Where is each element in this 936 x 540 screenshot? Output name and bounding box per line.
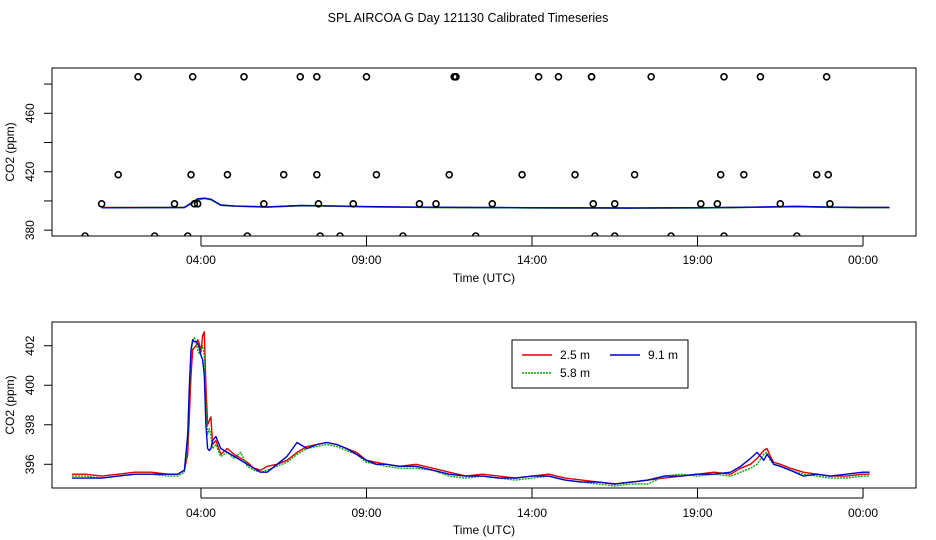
y-tick-label: 420 <box>23 161 37 181</box>
scatter-point <box>697 200 705 208</box>
scatter-point <box>150 232 159 236</box>
scatter-point <box>260 200 268 208</box>
scatter-point <box>518 170 526 179</box>
scatter-point <box>488 200 497 208</box>
scatter-point <box>554 72 563 81</box>
scatter-point <box>316 232 324 236</box>
y-axis-label: CO2 (ppm) <box>3 122 17 181</box>
scatter-point <box>314 200 323 208</box>
y-tick-label: 460 <box>23 103 37 123</box>
scatter-point <box>336 232 344 236</box>
figure-title: SPL AIRCOA G Day 121130 Calibrated Times… <box>328 11 609 25</box>
scatter-point <box>716 170 725 179</box>
plot-area <box>71 331 870 487</box>
scatter-point <box>667 232 675 236</box>
legend-label: 5.8 m <box>560 366 590 380</box>
scatter-point <box>587 72 596 81</box>
scatter-point <box>97 200 106 208</box>
scatter-point <box>824 170 833 179</box>
scatter-point <box>362 72 371 81</box>
x-tick-label: 04:00 <box>186 253 216 267</box>
x-tick-label: 19:00 <box>683 506 713 520</box>
x-tick-label: 04:00 <box>186 506 216 520</box>
scatter-point <box>610 200 619 208</box>
y-tick-label: 398 <box>23 414 37 434</box>
scatter-point <box>776 200 785 208</box>
scatter-point <box>223 170 232 179</box>
scatter-point <box>243 232 252 236</box>
plot-area <box>81 72 890 236</box>
x-tick-label: 19:00 <box>683 253 713 267</box>
x-axis-label: Time (UTC) <box>453 271 515 285</box>
scatter-point <box>415 200 424 208</box>
scatter-point <box>812 170 821 179</box>
x-tick-label: 14:00 <box>517 253 547 267</box>
legend: 2.5 m 9.1 m 5.8 m <box>511 339 689 389</box>
scatter-point <box>349 200 358 208</box>
scatter-point <box>296 72 305 81</box>
scatter-point <box>793 232 801 236</box>
scatter-point <box>183 232 192 236</box>
scatter-point <box>313 170 321 179</box>
x-axis-label: Time (UTC) <box>453 523 515 537</box>
scatter-point <box>630 170 639 179</box>
scatter-point <box>534 72 543 81</box>
x-tick-label: 00:00 <box>848 253 878 267</box>
scatter-point <box>822 72 831 81</box>
legend-label: 9.1 m <box>648 348 678 362</box>
scatter-point <box>591 232 599 236</box>
legend-box <box>511 339 689 389</box>
scatter-point <box>313 72 321 81</box>
series-line-9-1-m <box>101 197 890 209</box>
scatter-point <box>372 170 381 179</box>
scatter-point <box>114 170 123 179</box>
scatter-point <box>188 72 197 81</box>
x-tick-label: 00:00 <box>848 506 878 520</box>
y-tick-label: 402 <box>23 335 37 355</box>
scatter-point <box>187 170 195 179</box>
scatter-point <box>471 232 480 236</box>
scatter-point <box>279 170 288 179</box>
scatter-point <box>432 200 440 208</box>
scatter-point <box>134 72 142 81</box>
scatter-point <box>647 72 655 81</box>
plot-frame <box>51 67 917 237</box>
scatter-point <box>445 170 454 179</box>
plot-frame <box>51 321 917 489</box>
x-tick-label: 14:00 <box>517 506 547 520</box>
y-tick-label: 400 <box>23 375 37 395</box>
y-tick-label: 380 <box>23 220 37 240</box>
top-panel: 04:00 09:00 14:00 19:00 00:00 Time (UTC) 380 42… <box>3 67 917 285</box>
scatter-point <box>740 170 748 179</box>
scatter-point <box>589 200 598 208</box>
scatter-point <box>610 232 619 236</box>
scatter-point <box>826 200 834 208</box>
scatter-point <box>170 200 179 208</box>
scatter-point <box>571 170 579 179</box>
bottom-panel: 04:00 09:00 14:00 19:00 00:00 Time (UTC) 396 39… <box>3 321 917 537</box>
scatter-point <box>713 200 722 208</box>
x-tick-label: 09:00 <box>351 253 381 267</box>
series-line-9-1-m <box>71 339 870 485</box>
series-line-5-8-m <box>71 337 870 487</box>
scatter-point <box>452 72 460 81</box>
scatter-point <box>193 200 202 208</box>
scatter-point <box>756 72 765 81</box>
scatter-point <box>81 232 89 236</box>
scatter-point <box>399 232 407 236</box>
scatter-point <box>240 72 248 81</box>
scatter-point <box>720 232 728 236</box>
y-tick-label: 396 <box>23 454 37 474</box>
y-axis-label: CO2 (ppm) <box>3 375 17 434</box>
x-tick-label: 09:00 <box>351 506 381 520</box>
scatter-point <box>720 72 728 81</box>
legend-label: 2.5 m <box>560 348 590 362</box>
scatter-point <box>190 200 199 208</box>
